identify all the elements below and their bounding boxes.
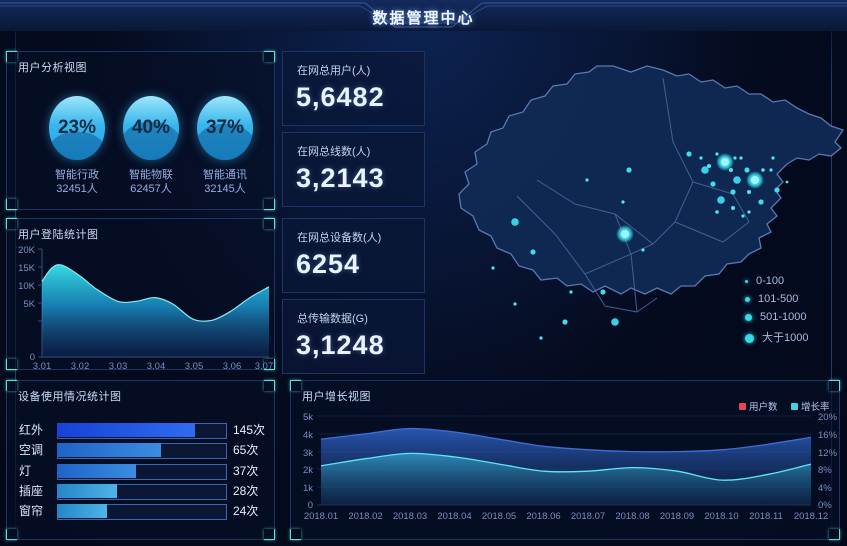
svg-text:2018.04: 2018.04 — [437, 511, 471, 522]
svg-text:2k: 2k — [303, 465, 313, 476]
svg-text:2018.03: 2018.03 — [393, 511, 427, 522]
svg-text:3.02: 3.02 — [71, 361, 90, 372]
svg-text:4k: 4k — [303, 430, 313, 441]
svg-text:3k: 3k — [303, 448, 313, 459]
svg-text:2018.08: 2018.08 — [615, 511, 649, 522]
svg-text:0: 0 — [308, 500, 313, 511]
svg-text:2018.07: 2018.07 — [571, 511, 605, 522]
svg-text:2018.06: 2018.06 — [526, 511, 560, 522]
svg-text:5K: 5K — [23, 299, 35, 310]
svg-text:3.06: 3.06 — [223, 361, 242, 372]
svg-text:8%: 8% — [818, 465, 832, 476]
svg-text:20%: 20% — [818, 412, 838, 423]
svg-text:2018.11: 2018.11 — [749, 511, 783, 522]
svg-text:0%: 0% — [818, 500, 832, 511]
svg-text:3.04: 3.04 — [147, 361, 166, 372]
svg-text:2018.01: 2018.01 — [304, 511, 338, 522]
svg-text:15K: 15K — [18, 263, 36, 274]
svg-text:12%: 12% — [818, 448, 838, 459]
svg-text:3.03: 3.03 — [109, 361, 128, 372]
svg-text:2018.09: 2018.09 — [660, 511, 694, 522]
svg-text:10K: 10K — [18, 281, 36, 292]
svg-text:3.01: 3.01 — [33, 361, 52, 372]
svg-text:2018.05: 2018.05 — [482, 511, 516, 522]
svg-text:2018.02: 2018.02 — [348, 511, 382, 522]
svg-text:3.07: 3.07 — [255, 361, 274, 372]
svg-text:1k: 1k — [303, 483, 313, 494]
svg-text:2018.10: 2018.10 — [704, 511, 738, 522]
svg-text:16%: 16% — [818, 430, 838, 441]
svg-text:20K: 20K — [18, 245, 36, 256]
svg-text:5k: 5k — [303, 412, 313, 423]
svg-text:4%: 4% — [818, 483, 832, 494]
svg-text:2018.12: 2018.12 — [794, 511, 828, 522]
svg-text:3.05: 3.05 — [185, 361, 204, 372]
